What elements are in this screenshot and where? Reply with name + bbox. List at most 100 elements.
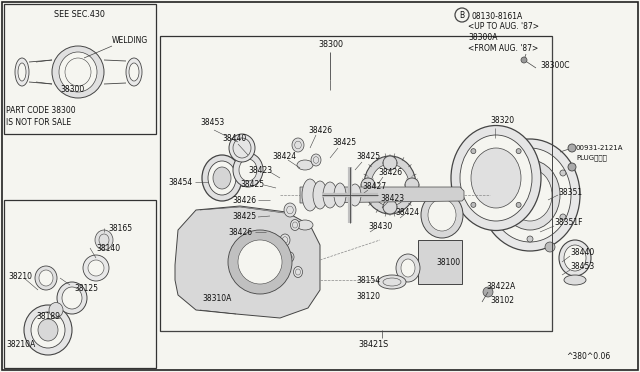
Text: 38453: 38453 bbox=[200, 118, 224, 127]
Ellipse shape bbox=[24, 305, 72, 355]
Circle shape bbox=[545, 242, 555, 252]
Ellipse shape bbox=[202, 155, 242, 201]
Ellipse shape bbox=[35, 266, 57, 290]
Text: 38440: 38440 bbox=[222, 134, 246, 143]
Ellipse shape bbox=[364, 156, 416, 214]
Text: 38189: 38189 bbox=[36, 312, 60, 321]
Ellipse shape bbox=[57, 282, 87, 314]
Text: 38125: 38125 bbox=[74, 284, 98, 293]
Text: SEE SEC.430: SEE SEC.430 bbox=[54, 10, 105, 19]
Ellipse shape bbox=[88, 260, 104, 276]
Ellipse shape bbox=[95, 230, 113, 250]
Text: 38425: 38425 bbox=[232, 212, 256, 221]
Ellipse shape bbox=[280, 234, 290, 246]
Text: 38210: 38210 bbox=[8, 272, 32, 281]
Ellipse shape bbox=[451, 125, 541, 231]
Ellipse shape bbox=[349, 184, 361, 206]
Circle shape bbox=[521, 57, 527, 63]
Polygon shape bbox=[175, 206, 320, 318]
Text: 38120: 38120 bbox=[356, 292, 380, 301]
Text: IS NOT FOR SALE: IS NOT FOR SALE bbox=[6, 118, 71, 127]
Ellipse shape bbox=[297, 220, 313, 230]
Circle shape bbox=[516, 202, 521, 207]
Text: 38425: 38425 bbox=[240, 180, 264, 189]
Circle shape bbox=[483, 287, 493, 297]
Text: 38102: 38102 bbox=[490, 296, 514, 305]
Circle shape bbox=[560, 214, 566, 220]
Text: B: B bbox=[460, 10, 465, 19]
Text: 38425: 38425 bbox=[332, 138, 356, 147]
Bar bbox=[160, 36, 552, 331]
Ellipse shape bbox=[361, 178, 375, 192]
Text: 38424: 38424 bbox=[272, 152, 296, 161]
Ellipse shape bbox=[421, 192, 463, 238]
Text: 38300C: 38300C bbox=[540, 61, 570, 70]
Text: <FROM AUG. '87>: <FROM AUG. '87> bbox=[468, 44, 538, 53]
Ellipse shape bbox=[18, 63, 26, 81]
Ellipse shape bbox=[428, 199, 456, 231]
Polygon shape bbox=[300, 187, 464, 203]
Text: PART CODE 38300: PART CODE 38300 bbox=[6, 106, 76, 115]
Text: 38351: 38351 bbox=[558, 188, 582, 197]
Text: 38423: 38423 bbox=[248, 166, 272, 175]
Text: 38426: 38426 bbox=[308, 126, 332, 135]
Ellipse shape bbox=[311, 154, 321, 166]
Circle shape bbox=[527, 148, 533, 154]
Bar bbox=[4, 200, 156, 368]
Text: 38430: 38430 bbox=[368, 222, 392, 231]
Ellipse shape bbox=[378, 275, 406, 289]
Text: 38424: 38424 bbox=[395, 208, 419, 217]
Text: 38454: 38454 bbox=[168, 178, 192, 187]
Ellipse shape bbox=[405, 178, 419, 192]
Circle shape bbox=[568, 163, 576, 171]
Ellipse shape bbox=[460, 135, 532, 221]
Ellipse shape bbox=[500, 160, 560, 230]
Ellipse shape bbox=[383, 200, 397, 214]
Text: PLUGプラグ: PLUGプラグ bbox=[576, 155, 607, 161]
Ellipse shape bbox=[229, 134, 255, 162]
Ellipse shape bbox=[489, 148, 571, 242]
Text: 38300: 38300 bbox=[60, 85, 84, 94]
Circle shape bbox=[494, 170, 500, 176]
Text: 38422A: 38422A bbox=[486, 282, 515, 291]
Ellipse shape bbox=[371, 164, 409, 206]
Text: <UP TO AUG. '87>: <UP TO AUG. '87> bbox=[468, 22, 539, 31]
Ellipse shape bbox=[208, 161, 236, 195]
Circle shape bbox=[471, 202, 476, 207]
Ellipse shape bbox=[480, 139, 580, 251]
Circle shape bbox=[527, 236, 533, 242]
Ellipse shape bbox=[126, 58, 142, 86]
Text: 38154: 38154 bbox=[356, 276, 380, 285]
Text: 38310A: 38310A bbox=[202, 294, 232, 303]
Ellipse shape bbox=[213, 167, 231, 189]
Text: 38453: 38453 bbox=[570, 262, 595, 271]
Ellipse shape bbox=[239, 159, 257, 181]
Ellipse shape bbox=[383, 156, 397, 170]
Text: 38210A: 38210A bbox=[6, 340, 35, 349]
Text: 38351F: 38351F bbox=[554, 218, 582, 227]
Text: WELDING: WELDING bbox=[112, 35, 148, 45]
Ellipse shape bbox=[15, 58, 29, 86]
Text: 38165: 38165 bbox=[108, 224, 132, 233]
Ellipse shape bbox=[294, 266, 303, 278]
Circle shape bbox=[560, 170, 566, 176]
Ellipse shape bbox=[323, 182, 337, 208]
Ellipse shape bbox=[471, 148, 521, 208]
Text: ^380^0.06: ^380^0.06 bbox=[566, 352, 611, 361]
Ellipse shape bbox=[334, 183, 346, 207]
Text: 00931-2121A: 00931-2121A bbox=[576, 145, 623, 151]
Ellipse shape bbox=[291, 219, 300, 231]
Ellipse shape bbox=[39, 270, 53, 286]
Ellipse shape bbox=[49, 302, 63, 317]
Ellipse shape bbox=[38, 319, 58, 341]
Circle shape bbox=[568, 144, 576, 152]
Ellipse shape bbox=[31, 312, 65, 348]
Bar bbox=[4, 4, 156, 134]
Ellipse shape bbox=[233, 153, 263, 187]
Text: 38426: 38426 bbox=[228, 228, 252, 237]
Ellipse shape bbox=[564, 275, 586, 285]
Ellipse shape bbox=[286, 252, 294, 262]
Text: 38320: 38320 bbox=[490, 116, 514, 125]
Text: 38140: 38140 bbox=[96, 244, 120, 253]
Text: 38300: 38300 bbox=[318, 40, 343, 49]
